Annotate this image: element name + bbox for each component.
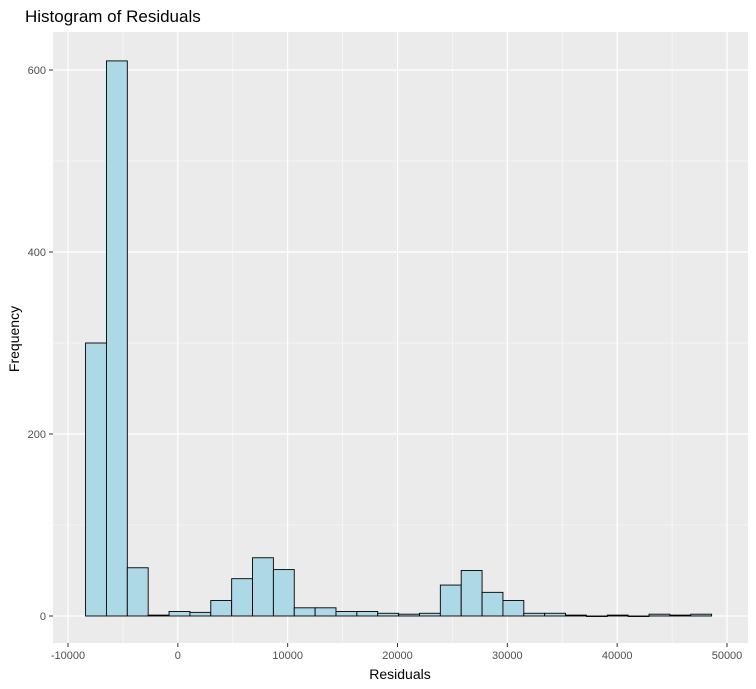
x-tick-label: 10000	[272, 650, 303, 662]
histogram-bar	[460, 570, 483, 617]
histogram-bar	[377, 612, 400, 617]
histogram-bar	[398, 613, 420, 617]
histogram-bar	[272, 569, 295, 617]
plot-panel	[53, 32, 748, 643]
histogram-bar	[523, 612, 546, 617]
histogram-bar	[439, 584, 462, 617]
histogram-bar	[189, 611, 212, 617]
histogram-bar	[335, 611, 358, 617]
histogram-bar	[356, 611, 379, 617]
histogram-bar	[565, 614, 587, 617]
x-axis-ticks: -10000 0 10000 20000 30000 40000 50000	[51, 643, 742, 662]
histogram-bar	[627, 615, 650, 617]
major-gridlines-x	[67, 32, 728, 643]
histogram-bar	[314, 607, 337, 617]
histogram-bars	[85, 60, 713, 617]
x-tick-label: 20000	[382, 650, 413, 662]
x-tick-label: 0	[175, 650, 181, 662]
histogram-bar	[168, 611, 191, 617]
y-tick-label: 200	[28, 429, 46, 441]
x-tick-label: -10000	[51, 650, 85, 662]
x-tick-label: 30000	[492, 650, 523, 662]
histogram-bar	[544, 612, 566, 617]
histogram-bar	[85, 342, 107, 617]
histogram-bar	[502, 600, 525, 617]
histogram-bar	[105, 60, 128, 617]
histogram-bar	[690, 613, 713, 617]
histogram-bar	[210, 600, 233, 617]
histogram-bar	[585, 615, 608, 617]
histogram-bar	[419, 612, 441, 617]
histogram-bar	[606, 614, 629, 617]
histogram-bar	[481, 591, 504, 617]
histogram-bar	[147, 614, 170, 617]
histogram-bar	[126, 567, 149, 617]
x-axis-label: Residuals	[369, 666, 430, 682]
histogram-bar	[648, 613, 671, 617]
minor-gridlines-y	[53, 160, 748, 526]
chart-title: Histogram of Residuals	[25, 7, 201, 26]
x-tick-label: 40000	[602, 650, 633, 662]
y-axis-ticks: 0 200 400 600	[28, 65, 53, 623]
y-tick-label: 0	[40, 611, 46, 623]
histogram-bar	[293, 607, 316, 617]
histogram-bar	[231, 578, 253, 617]
histogram-bar	[252, 557, 274, 617]
y-tick-label: 600	[28, 65, 46, 77]
y-axis-label: Frequency	[6, 306, 22, 372]
histogram-bar	[669, 614, 692, 617]
y-tick-label: 400	[28, 247, 46, 259]
x-tick-label: 50000	[712, 650, 743, 662]
